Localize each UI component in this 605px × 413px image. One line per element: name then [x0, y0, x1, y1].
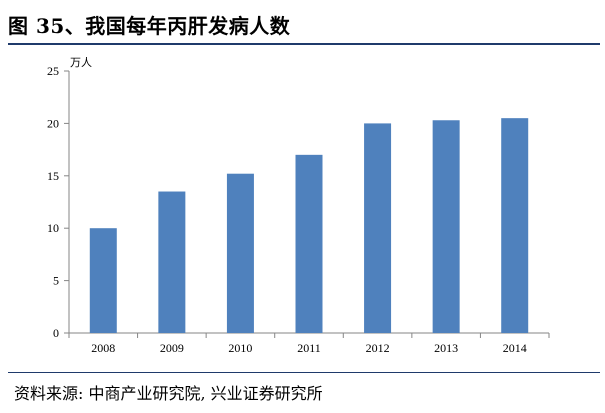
y-tick-label: 10 — [47, 221, 59, 235]
bar-2014 — [501, 118, 529, 333]
x-tick-label: 2013 — [434, 341, 458, 355]
bar-2010 — [226, 173, 254, 333]
x-tick-label: 2011 — [297, 341, 321, 355]
figure-title: 图 35、我国每年丙肝发病人数 — [8, 14, 291, 38]
source-note: 资料来源: 中商产业研究院, 兴业证券研究所 — [14, 384, 323, 403]
bar-2012 — [364, 123, 392, 334]
x-tick-label: 2009 — [160, 341, 184, 355]
y-tick-label: 25 — [47, 64, 59, 78]
x-tick-labels: 2008 2009 2010 2011 2012 2013 2014 — [91, 341, 526, 355]
x-tick-label: 2010 — [228, 341, 252, 355]
bar-2011 — [295, 154, 323, 333]
y-tick-labels: 0 5 10 15 20 25 — [47, 64, 59, 340]
y-tick-label: 20 — [47, 116, 59, 130]
title-rule — [8, 43, 600, 45]
y-tick-label: 15 — [47, 169, 59, 183]
y-axis-unit-label: 万人 — [70, 56, 92, 69]
bar-2008 — [89, 228, 117, 333]
y-tick-label: 5 — [53, 274, 59, 288]
y-tick-label: 0 — [53, 326, 59, 340]
x-tick-label: 2014 — [503, 341, 527, 355]
bar-2009 — [158, 191, 186, 333]
source-rule — [8, 372, 600, 373]
x-tick-label: 2008 — [91, 341, 115, 355]
bar-2013 — [432, 120, 460, 333]
chart-bars — [89, 118, 529, 334]
x-tick-label: 2012 — [366, 341, 390, 355]
